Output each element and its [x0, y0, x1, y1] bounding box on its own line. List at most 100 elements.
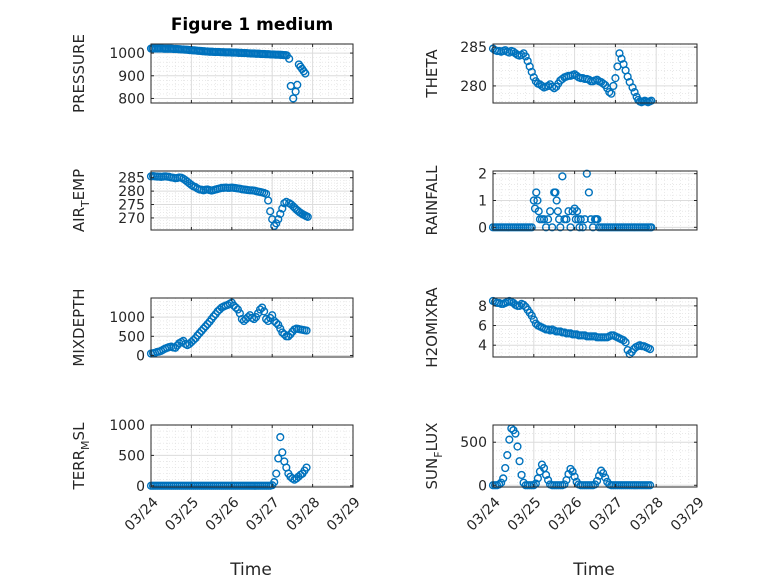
data-point: [599, 79, 608, 88]
y-tick-label: 500: [118, 448, 145, 464]
y-axis-label-subscript: M: [79, 440, 92, 450]
y-axis-label-tail: SL: [70, 422, 88, 441]
y-axis-label-subscript: T: [79, 200, 92, 208]
axes-box: [492, 43, 698, 104]
data-point: [272, 219, 281, 228]
axes-box: [492, 424, 698, 488]
y-axis-label-main: MIXDEPTH: [70, 288, 88, 366]
y-tick-label: 1000: [109, 418, 145, 434]
data-point: [621, 338, 630, 347]
data-point: [519, 300, 528, 309]
data-point: [264, 196, 273, 205]
data-point: [578, 223, 587, 232]
data-point: [558, 74, 567, 84]
data-point: [628, 83, 637, 92]
x-tick-label: 03/25: [162, 494, 202, 534]
data-point: [302, 463, 311, 472]
data-point: [278, 204, 287, 213]
y-axis-label-subscript: F: [432, 451, 445, 457]
y-tick-label: 280: [460, 79, 487, 95]
data-point: [199, 324, 208, 333]
y-axis-label-main: SUN: [423, 458, 441, 490]
data-point: [276, 209, 285, 219]
subplot-sun-flux: 0 500 03/24 03/25 03/26 03/27 03/28 03/29 SUNFLU…: [423, 423, 708, 535]
x-tick-label: 03/29: [324, 494, 364, 534]
data-point: [548, 82, 557, 91]
y-axis-label-main: THETA: [423, 49, 441, 99]
data-point: [593, 215, 602, 224]
data-point: [285, 54, 294, 63]
data-point: [513, 442, 522, 451]
y-axis-label: TERRMSL: [70, 422, 92, 491]
data-point: [568, 467, 577, 476]
x-axis-label-right: Time: [572, 560, 615, 580]
data-point: [249, 314, 259, 324]
y-tick-label: 2: [478, 167, 487, 183]
x-tick-label: 03/26: [545, 494, 585, 534]
y-axis-label-main: RAINFALL: [423, 165, 441, 236]
data-point: [543, 476, 553, 485]
data-point: [611, 74, 620, 83]
data-point: [272, 469, 281, 478]
data-point: [609, 81, 618, 91]
data-point: [576, 215, 585, 224]
data-point: [599, 469, 608, 478]
y-tick-label: 500: [118, 329, 145, 345]
x-tick-label: 03/25: [505, 494, 545, 534]
y-axis-label-tail: LUX: [423, 423, 441, 452]
data-point: [645, 345, 655, 354]
data-point: [527, 311, 536, 320]
axes-box: [150, 43, 354, 104]
x-tick-label: 03/26: [203, 494, 243, 534]
x-tick-label: 03/24: [122, 494, 162, 534]
data-point: [193, 331, 202, 340]
data-point: [539, 215, 549, 224]
data-point: [197, 326, 206, 336]
data-point: [630, 88, 639, 97]
data-point: [515, 457, 524, 466]
data-point: [266, 207, 275, 216]
y-tick-label: 4: [478, 338, 487, 354]
data-point: [607, 89, 616, 98]
data-point: [503, 451, 512, 460]
y-tick-label: 1: [478, 194, 487, 210]
y-axis-label-main: PRESSURE: [70, 34, 88, 113]
data-point: [550, 84, 559, 93]
data-point: [543, 215, 553, 224]
y-tick-label: 8: [478, 299, 487, 315]
y-tick-label: 270: [118, 211, 145, 227]
y-tick-label: 0: [478, 478, 487, 494]
subplot-mixdepth: 0 500 1000 MIXDEPTH: [70, 288, 354, 367]
y-axis-label: MIXDEPTH: [70, 288, 88, 366]
data-point: [645, 481, 655, 490]
data-point: [553, 207, 562, 216]
data-point: [201, 322, 210, 331]
data-point: [533, 196, 542, 205]
data-point: [605, 88, 614, 97]
y-tick-label: 0: [136, 479, 145, 495]
y-tick-label: 500: [460, 435, 487, 451]
data-point: [521, 52, 530, 61]
data-point: [534, 207, 543, 216]
data-point: [552, 196, 561, 205]
data-point: [301, 69, 310, 78]
x-tick-label: 03/29: [668, 494, 708, 534]
data-point: [272, 318, 281, 328]
data-point: [511, 429, 520, 438]
data-point: [289, 94, 298, 103]
axes-box: [492, 297, 698, 358]
data-point: [231, 303, 240, 312]
y-axis-label: H2OMIXRA: [423, 287, 441, 368]
data-point: [260, 307, 269, 316]
data-point: [284, 332, 293, 341]
plot-area: [151, 298, 353, 357]
x-tick-label: 03/24: [464, 494, 504, 534]
y-tick-label: 285: [118, 171, 145, 187]
data-point: [572, 207, 582, 216]
data-point: [497, 478, 506, 487]
data-point: [571, 215, 580, 224]
subplot-theta: 280 285 THETA: [423, 40, 698, 107]
data-point: [302, 326, 311, 335]
